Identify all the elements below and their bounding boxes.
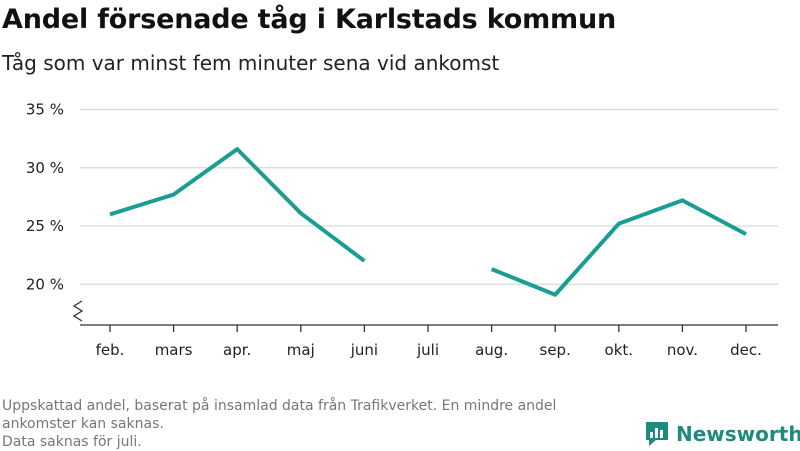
x-tick-label: mars [155,341,193,359]
chart-title: Andel försenade tåg i Karlstads kommun [2,4,616,35]
brand-logo: Newsworthy [644,420,800,448]
footnote-line-2: Data saknas för juli. [2,434,142,450]
series-line [490,198,747,297]
axis-break-icon [72,300,84,322]
chart-subtitle: Tåg som var minst fem minuter sena vid a… [2,51,500,75]
series-line [109,147,366,263]
x-tick-label: dec. [730,341,762,359]
y-tick-label: 30 % [26,159,64,177]
series-lines [109,147,747,297]
newsworthy-logo-icon [646,422,668,446]
x-tick-label: feb. [96,341,125,359]
x-tick-label: aug. [475,341,508,359]
footnote: Uppskattad andel, baserat på insamlad da… [2,397,632,451]
x-axis [72,300,778,332]
x-tick-label: maj [287,341,315,359]
x-tick-label: okt. [605,341,634,359]
gridlines [80,108,778,285]
y-tick-labels: 20 % 25 % 30 % 35 % [26,101,64,294]
y-tick-label: 25 % [26,217,64,235]
x-tick-label: nov. [667,341,698,359]
brand-name: Newsworthy [676,422,800,446]
x-tick-label: apr. [223,341,251,359]
x-tick-label: juli [416,341,439,359]
x-tick-label: sep. [540,341,571,359]
x-tick-labels: feb. mars apr. maj juni juli aug. sep. okt. nov. d… [96,341,762,359]
y-tick-label: 20 % [26,275,64,293]
y-tick-label: 35 % [26,101,64,119]
x-tick-label: juni [350,341,378,359]
line-chart: 20 % 25 % 30 % 35 % feb. mars apr. maj juni juli… [26,101,778,359]
footnote-line-1: Uppskattad andel, baserat på insamlad da… [2,398,557,432]
